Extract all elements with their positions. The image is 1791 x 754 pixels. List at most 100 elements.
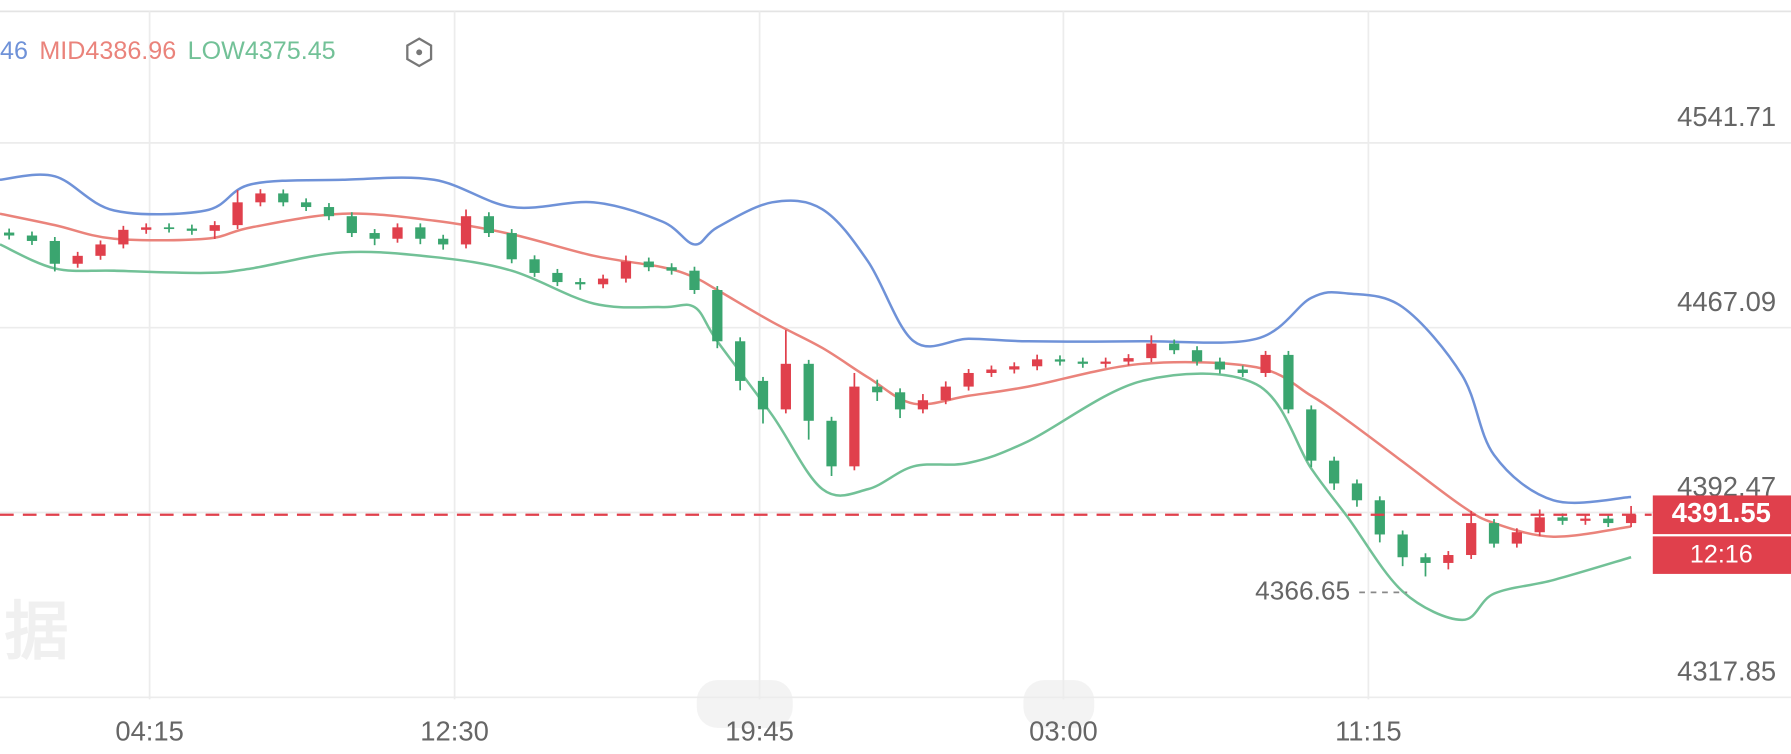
candle-body [1054,359,1066,362]
legend-entry: 46 [0,37,28,65]
last-price-tag [1652,495,1791,535]
candle-body [3,232,15,236]
candle-body [1328,460,1340,484]
candle-body [1283,354,1294,410]
candle-body [1009,366,1020,370]
legend-entry: MID4386.96 [39,37,176,65]
candle-body [95,244,106,256]
overlay-pill [696,680,793,728]
candle-body [1237,369,1248,373]
candle-body [986,369,997,373]
legend-entry: LOW4375.45 [188,37,336,65]
candle-body [1123,358,1134,362]
candle-body [940,386,951,401]
candle-body [1488,523,1500,544]
candle-body [209,225,220,231]
candle-body [780,363,791,410]
candle-body [72,255,83,264]
candle-body [460,216,472,245]
candle-body [186,228,198,231]
candle-body [826,420,837,467]
low-annotation: 4366.65 [1255,575,1350,605]
candle-body [849,386,860,467]
candle-body [232,202,243,226]
x-tick-label: 11:15 [1335,716,1402,747]
candle-body [872,386,883,393]
candle-body [278,193,289,203]
candle-body [1146,343,1157,359]
candle-body [894,392,906,410]
candle-body [1374,500,1385,535]
candle-body [506,233,517,260]
candle-body [1534,517,1545,533]
candle-body [1420,557,1431,563]
y-tick-label: 4317.85 [1677,656,1776,687]
candle-body [712,290,723,342]
candle-body [1397,534,1408,558]
band-line [0,212,1632,538]
countdown-label: 12:16 [1690,540,1753,568]
y-tick-label: 4541.71 [1677,101,1776,132]
candle-body [141,227,152,230]
candle-body [1169,343,1180,351]
candle-body [1351,483,1363,501]
candle-body [552,272,563,283]
icon-hexagon [406,37,433,68]
candle-body [803,363,814,421]
candle-body [392,227,403,239]
band-line [0,243,1632,622]
candle-body [49,240,60,264]
candle-body [689,270,700,291]
candle-body [666,267,677,271]
candle-body [1077,361,1088,364]
candle-body [917,400,929,410]
candle-body [643,261,654,268]
candle-body [1466,523,1477,556]
candle-body [597,278,609,285]
candle-body [1100,361,1111,364]
candle-body [575,282,586,285]
settings-icon[interactable] [406,37,433,68]
candle-body [1511,532,1523,544]
x-tick-label: 19:45 [725,716,794,747]
candle-body [26,235,38,241]
candle-body [300,202,312,208]
countdown-tag [1652,536,1791,574]
candle-body [1191,350,1203,362]
candle-body [1214,361,1226,370]
candle-body [1625,514,1637,524]
candle-body [1306,409,1317,461]
candle-body [1603,518,1614,524]
watermark: 据 [5,596,69,668]
candle-body [438,238,449,245]
icon-dot [416,49,423,56]
candle-body [620,261,632,279]
y-tick-label: 4467.09 [1677,286,1776,317]
candle-body [1260,354,1271,373]
band-line [0,173,1632,505]
candle-body [1443,555,1454,563]
candle-body [255,193,266,203]
candle-body [369,233,380,239]
x-tick-label: 04:15 [115,716,184,747]
candle-body [163,227,175,230]
candle-body [323,207,335,217]
candle-body [118,229,129,245]
candle-body [346,216,357,234]
candle-body [529,259,540,273]
candle-body [1557,517,1568,521]
candle-body [963,372,974,387]
overlay-pill [1023,680,1095,728]
candle-body [757,380,769,410]
candle-body [483,216,495,234]
candle-body [415,227,426,239]
x-tick-label: 12:30 [420,716,489,747]
candle-body [735,341,746,381]
last-price-label: 4391.55 [1672,497,1771,528]
candle-body [1580,518,1591,521]
x-tick-label: 03:00 [1029,716,1098,747]
candle-body [1031,359,1043,367]
